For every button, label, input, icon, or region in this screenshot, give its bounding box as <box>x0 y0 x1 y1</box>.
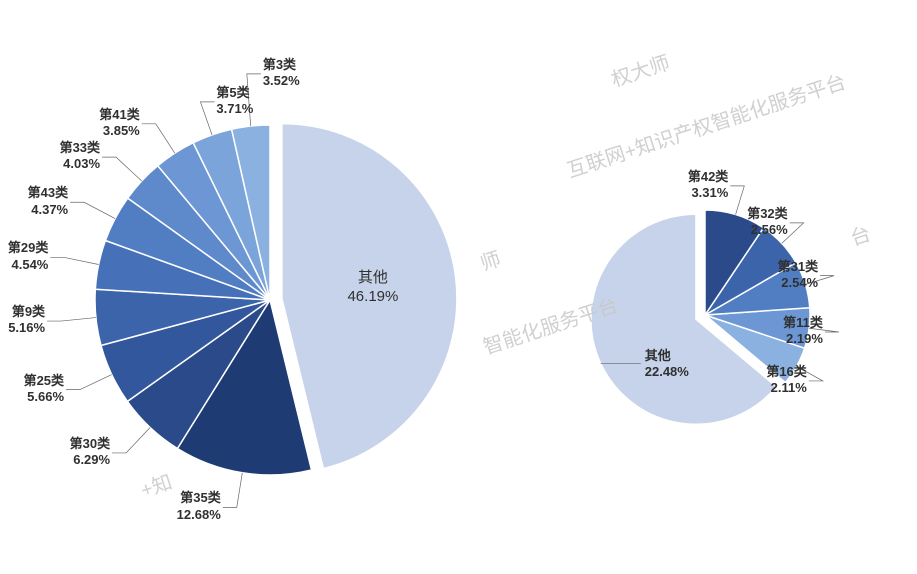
leader-line <box>797 366 823 381</box>
pie-charts-svg <box>0 0 917 574</box>
leader-line <box>223 473 243 508</box>
leader-line <box>47 318 96 322</box>
leader-line <box>782 223 804 243</box>
leader-line <box>66 375 112 390</box>
leader-line <box>809 328 839 332</box>
leader-line <box>112 427 150 452</box>
leader-line <box>730 186 744 215</box>
leader-line <box>102 157 142 181</box>
leader-line <box>247 74 261 126</box>
slice-label-other: 其他46.19% <box>347 269 398 307</box>
leader-line <box>142 124 175 153</box>
leader-line <box>50 257 98 264</box>
leader-line <box>200 102 214 135</box>
leader-line <box>70 202 115 218</box>
leader-line <box>805 276 834 285</box>
